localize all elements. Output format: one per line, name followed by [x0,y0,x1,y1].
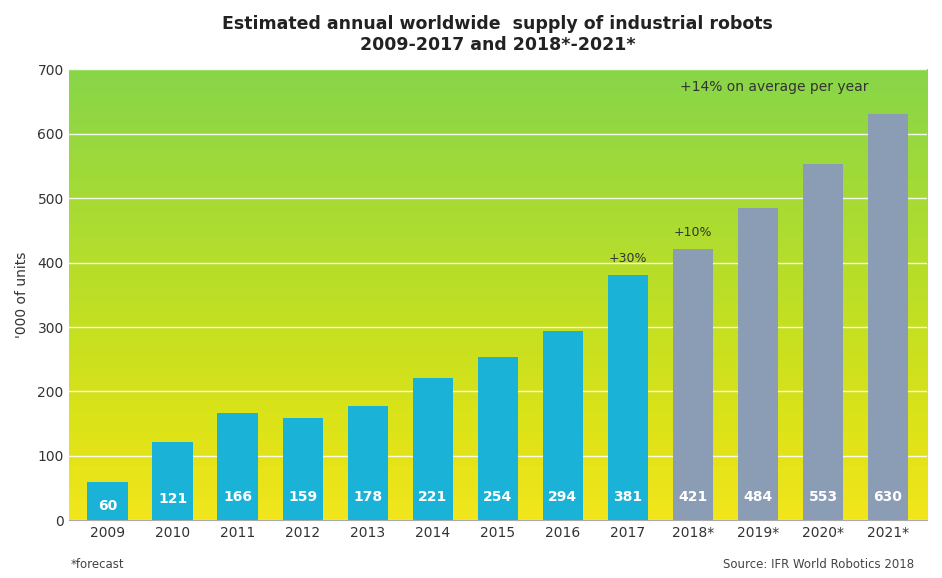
Bar [478,357,518,520]
Text: 60: 60 [98,499,117,513]
Text: 254: 254 [483,490,512,504]
Text: *forecast: *forecast [71,558,124,571]
Text: 630: 630 [873,490,902,504]
Bar [218,413,258,520]
Bar [738,209,778,520]
Title: Estimated annual worldwide  supply of industrial robots
2009-2017 and 2018*-2021: Estimated annual worldwide supply of ind… [222,15,773,54]
Bar [803,164,843,520]
Bar [348,406,388,520]
Bar [543,331,583,520]
Text: +10%: +10% [674,227,712,239]
Text: Source: IFR World Robotics 2018: Source: IFR World Robotics 2018 [723,558,914,571]
Text: 159: 159 [288,490,317,504]
Bar [868,114,908,520]
Text: 381: 381 [613,490,642,504]
Text: 294: 294 [548,490,577,504]
Text: 421: 421 [678,490,707,504]
Text: +30%: +30% [609,252,647,265]
Bar [673,249,713,520]
Bar [153,442,193,520]
Text: 484: 484 [743,490,772,504]
Text: +14% on average per year: +14% on average per year [680,80,869,94]
Bar [608,275,648,520]
Text: 221: 221 [418,490,447,504]
Text: 178: 178 [353,490,382,504]
Text: 553: 553 [808,490,837,504]
Bar [88,481,128,520]
Y-axis label: '000 of units: '000 of units [15,251,29,338]
Text: 166: 166 [223,490,252,504]
Text: 121: 121 [158,492,187,506]
Bar [283,418,323,520]
Bar [413,378,453,520]
